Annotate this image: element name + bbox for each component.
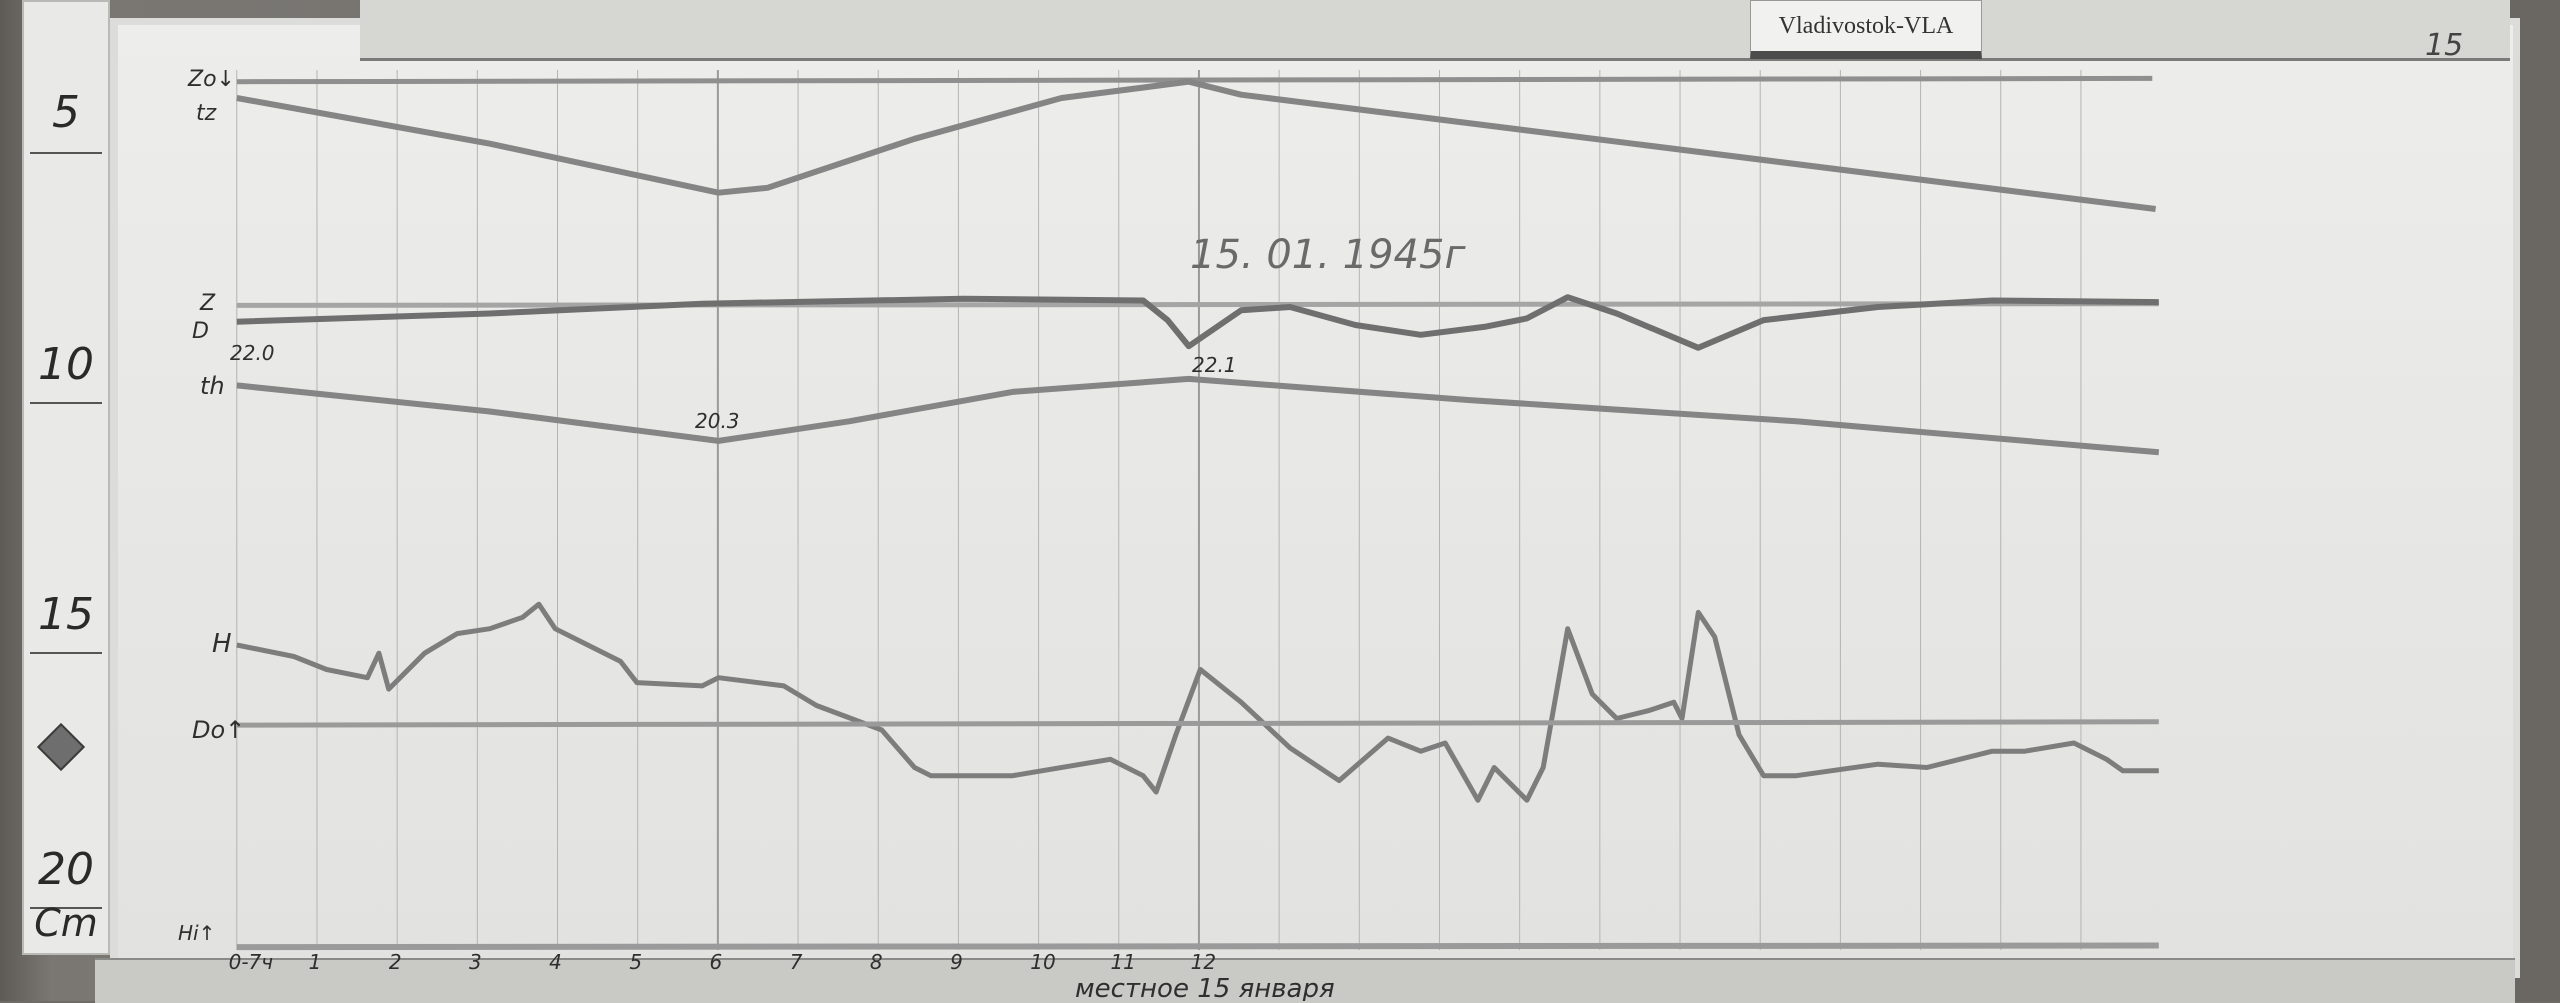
hour-label: 1 — [309, 950, 322, 974]
label-z: Z — [199, 291, 216, 316]
hour-grid — [236, 70, 2082, 950]
traces — [236, 75, 2160, 951]
th-trace — [236, 375, 2160, 456]
bottom-strip — [95, 958, 2515, 1003]
temp-min: 20.3 — [695, 409, 740, 433]
label-tz: tz — [196, 101, 217, 126]
ruler-cell-15: 15 — [30, 404, 102, 654]
hour-label: 2 — [389, 950, 402, 974]
hour-label: 4 — [549, 950, 562, 974]
hour-label: 3 — [469, 950, 482, 974]
label-d: D — [192, 319, 209, 344]
station-label: Vladivostok-VLA — [1778, 13, 1954, 39]
hour-label: 0-7ч — [229, 950, 274, 974]
label-do: Do↑ — [192, 716, 245, 744]
ruler-mark-15: 15 — [38, 589, 94, 640]
ruler-unit: Cm — [34, 901, 98, 945]
hour-label: 6 — [710, 950, 723, 974]
ruler-cell-5: 5 — [30, 2, 102, 154]
label-hi: Hi↑ — [178, 921, 215, 945]
hour-labels: 0-7ч 1 2 3 4 5 6 7 8 9 10 11 12 — [229, 950, 1216, 974]
hour-label: 5 — [629, 950, 642, 974]
station-label-card: Vladivostok-VLA — [1750, 0, 1982, 59]
hi-baseline — [236, 942, 2159, 951]
hour-label: 9 — [950, 950, 963, 974]
temp-mid: 22.1 — [1192, 353, 1237, 377]
record-date: 15. 01. 1945г — [1190, 232, 1466, 278]
footer-note: местное 15 января — [1075, 974, 1335, 1001]
z-trace — [236, 294, 2159, 351]
hour-label: 11 — [1110, 950, 1135, 974]
magnetogram-sheet — [118, 25, 2513, 970]
hour-label: 7 — [790, 950, 803, 974]
z-baseline — [236, 301, 2159, 308]
hour-label: 12 — [1191, 950, 1216, 974]
temp-start: 22.0 — [230, 341, 275, 365]
centimeter-ruler: 5 10 15 20 Cm — [22, 0, 110, 955]
label-th: th — [200, 372, 225, 400]
tz-trace — [236, 78, 2156, 212]
ruler-mark-5: 5 — [52, 87, 80, 138]
hour-label: 10 — [1030, 950, 1055, 974]
label-zo: Zo↓ — [187, 67, 235, 92]
ruler-cell-10: 10 — [30, 154, 102, 404]
label-h: H — [212, 629, 232, 659]
do-baseline — [236, 719, 2159, 728]
ruler-mark-10: 10 — [38, 339, 94, 390]
h-trace — [236, 601, 2159, 803]
ruler-mark-20: 20 — [38, 844, 94, 895]
hour-label: 8 — [870, 950, 883, 974]
ruler-cell-20: 20 — [30, 654, 102, 909]
top-clip-strip — [360, 0, 2510, 61]
sheet-number: 15 — [2425, 28, 2464, 63]
